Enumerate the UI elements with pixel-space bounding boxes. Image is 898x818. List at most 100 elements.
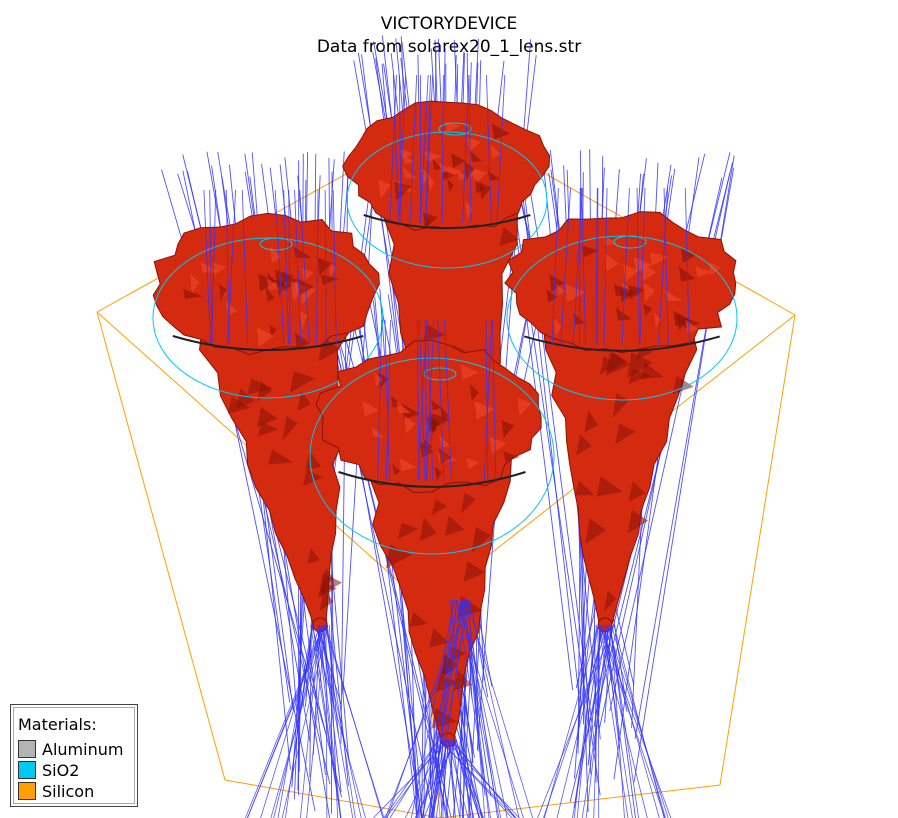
cone-facet (615, 423, 636, 445)
ray-exit-back (455, 599, 524, 818)
ray-front-front (437, 319, 445, 481)
cone-facet (453, 670, 473, 691)
cone-facet (492, 123, 510, 140)
legend-item-aluminum: Aluminum (18, 739, 123, 759)
ray-exit-front (383, 739, 439, 818)
ray-exit-right (611, 624, 666, 818)
cone-facet (439, 162, 449, 174)
ray-front-left (211, 189, 217, 345)
ray-front-front (485, 319, 489, 481)
ray-exit-right (609, 624, 639, 818)
cone-facet (576, 434, 593, 456)
cone-facet (257, 407, 278, 428)
ray-front-left (283, 189, 290, 345)
cone-facet (421, 167, 431, 184)
ray-exit-back (410, 599, 455, 818)
box-edge (96, 311, 226, 781)
cone-facet (399, 148, 413, 159)
cone-facet (616, 307, 632, 321)
cone-facet (628, 481, 646, 502)
cone-facet (627, 509, 649, 534)
cone-facet (643, 304, 653, 317)
cone-facet (305, 450, 322, 471)
ray-exit-right (543, 624, 599, 818)
legend-item-sio2: SiO2 (18, 760, 79, 780)
cone-facet (441, 654, 458, 680)
cone-facet (585, 518, 607, 544)
cone-facet (317, 257, 333, 276)
ray-front-back (409, 74, 418, 223)
ray-front-left (227, 189, 237, 345)
ray-front-left (332, 189, 337, 345)
cone-facet (396, 401, 411, 414)
ray-front-right (596, 187, 599, 345)
cone-facet (451, 153, 466, 169)
cone-facet (464, 161, 475, 181)
cone-bowl-right (504, 211, 737, 354)
legend-item-silicon: Silicon (18, 781, 94, 801)
cone-facet (604, 252, 619, 272)
ray-front-back (485, 74, 492, 223)
cone-facet (399, 458, 417, 472)
cone-facet (431, 413, 451, 429)
ray-front-right (636, 187, 640, 345)
ray-exit-right (613, 624, 665, 818)
ray-front-back (462, 74, 470, 223)
ray-exit-front (430, 739, 453, 818)
cone-facet (269, 325, 277, 337)
ray-exit-front (450, 739, 517, 818)
ray-front-front (416, 319, 420, 481)
cone-facet (430, 399, 442, 411)
cone-facet (434, 466, 442, 482)
cone-facet (460, 364, 479, 380)
ray-exit-left (247, 624, 325, 818)
cone-facet (487, 170, 500, 182)
lens-outline-right (506, 235, 738, 401)
ray-exit-left (277, 624, 313, 818)
ray-front-back (425, 74, 432, 223)
ray-front-left (316, 189, 319, 345)
cone-facet (218, 284, 227, 302)
ray-front-right (684, 187, 690, 345)
ray-front-right (580, 187, 587, 345)
ray-front-back (441, 74, 444, 223)
ray-exit-left (300, 624, 320, 818)
cone-facet (680, 246, 697, 263)
ray-front-left (324, 189, 327, 345)
cone-facet (472, 168, 488, 185)
cone-facet (401, 404, 421, 420)
cone-facet (447, 178, 454, 193)
ray-exit-left (316, 624, 341, 818)
cone-facet (628, 368, 650, 384)
ray-front-front (444, 319, 452, 481)
cone-facet (489, 437, 507, 455)
ray-exit-back (422, 599, 459, 818)
ray-front-right (560, 187, 571, 345)
ray-front-left (241, 189, 249, 345)
cone-facet (466, 457, 480, 470)
ray-front-right (579, 187, 581, 345)
ray-exit-front (445, 739, 461, 818)
box-edge (224, 779, 441, 818)
ray-exit-left (325, 624, 384, 818)
cone-facet (397, 522, 419, 539)
ray-front-left (203, 189, 211, 345)
ray-exit-back (386, 599, 465, 818)
cone-facet (282, 416, 298, 441)
cone-rim (172, 335, 364, 351)
cone-facet (441, 169, 455, 180)
legend-heading: Materials: (18, 715, 97, 734)
cone-facet (362, 400, 379, 417)
ray-exit-front (447, 739, 469, 818)
ray-front-right (663, 187, 669, 345)
cone-facet (474, 401, 495, 420)
ray-exit-right (581, 624, 613, 818)
cone-facet (402, 152, 414, 164)
ray-exit-left (285, 624, 313, 818)
cone-facet (641, 262, 657, 282)
lens-outline-back (346, 131, 548, 269)
ray-front-front (424, 319, 428, 481)
cone-facet (419, 517, 437, 542)
cone-facet (374, 371, 383, 387)
